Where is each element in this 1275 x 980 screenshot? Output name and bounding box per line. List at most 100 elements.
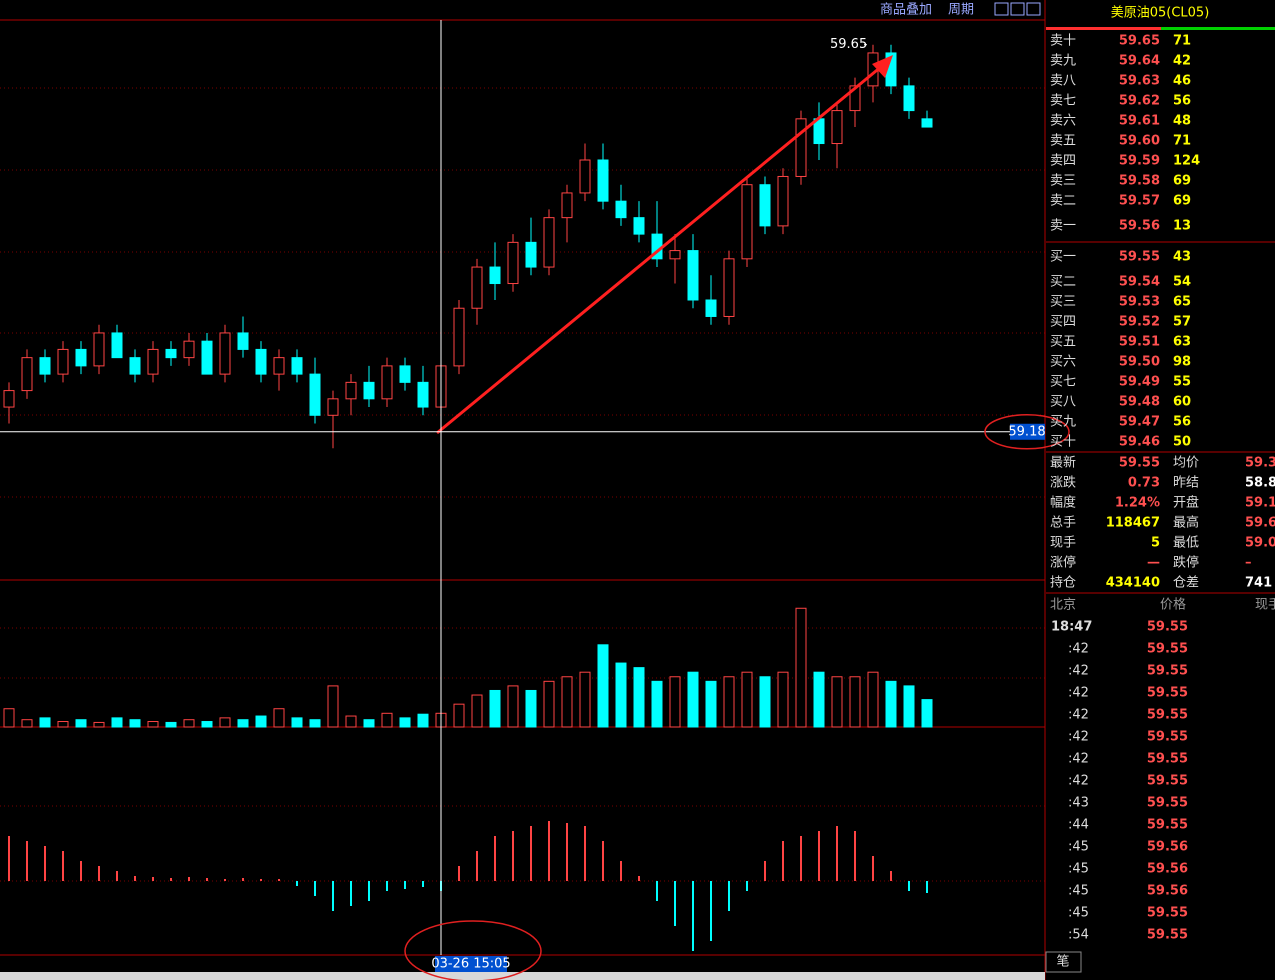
tick-time: :54 xyxy=(1068,928,1089,943)
tick-time: :45 xyxy=(1068,862,1089,877)
candle-body xyxy=(399,365,411,383)
volume-bar xyxy=(453,703,465,728)
book-price: 59.49 xyxy=(1119,375,1160,390)
candle-body xyxy=(219,332,231,375)
volume-bar xyxy=(885,680,897,728)
candle-body xyxy=(39,357,51,375)
volume-bar xyxy=(831,676,843,728)
candle-body xyxy=(705,299,717,317)
candle-body xyxy=(525,241,537,268)
tick-time: 18:47 xyxy=(1051,620,1092,635)
book-qty: 60 xyxy=(1173,395,1191,410)
candle-body xyxy=(147,348,159,375)
overlay-button[interactable]: 商品叠加 xyxy=(880,3,932,18)
stat-value: 0.73 xyxy=(1128,476,1160,491)
candle-body xyxy=(777,175,789,227)
candle-body xyxy=(165,348,177,359)
book-label: 卖二 xyxy=(1050,194,1076,209)
candle-body xyxy=(327,398,339,416)
stat-label: 开盘 xyxy=(1173,495,1199,511)
tab[interactable]: 笔 xyxy=(1056,954,1069,970)
book-price: 59.51 xyxy=(1119,335,1160,350)
candle-body xyxy=(903,85,915,112)
book-label: 买三 xyxy=(1050,295,1076,310)
book-price: 59.48 xyxy=(1119,395,1160,410)
candle-body xyxy=(3,390,15,408)
volume-bar xyxy=(471,694,483,728)
volume-bar xyxy=(219,717,231,728)
tab-box[interactable] xyxy=(1045,951,1082,973)
volume-bar xyxy=(507,685,519,728)
book-price: 59.62 xyxy=(1119,94,1160,109)
volume-bar xyxy=(615,662,627,728)
tick-price: 59.55 xyxy=(1147,686,1188,701)
candle-body xyxy=(309,373,321,416)
book-price: 59.53 xyxy=(1119,295,1160,310)
stat-label: 总手 xyxy=(1050,516,1076,531)
book-price: 59.64 xyxy=(1119,54,1160,69)
tick-price: 59.55 xyxy=(1147,620,1188,635)
stat-value: 59.1 xyxy=(1245,496,1275,511)
stat-value: 59.55 xyxy=(1119,456,1160,471)
volume-bar xyxy=(921,699,933,728)
crosshair-time-box xyxy=(435,956,507,972)
tick-price: 59.55 xyxy=(1147,730,1188,745)
book-qty: 56 xyxy=(1173,415,1191,430)
book-price: 59.54 xyxy=(1119,275,1160,290)
tick-price: 59.55 xyxy=(1147,928,1188,943)
tick-time: :45 xyxy=(1068,906,1089,921)
candle-body xyxy=(723,258,735,317)
book-price: 59.47 xyxy=(1119,415,1160,430)
book-price: 59.46 xyxy=(1119,435,1160,450)
candle-body xyxy=(255,348,267,375)
book-qty: 42 xyxy=(1173,54,1191,69)
volume-bar xyxy=(597,644,609,728)
stat-label: 最新 xyxy=(1050,455,1076,471)
candle-body xyxy=(183,340,195,359)
tick-time: :45 xyxy=(1068,840,1089,855)
highlight-ring xyxy=(404,920,542,980)
period-button[interactable]: 周期 xyxy=(948,3,974,18)
candle-body xyxy=(579,159,591,194)
book-label: 卖十 xyxy=(1050,34,1076,49)
tick-time: :42 xyxy=(1068,730,1089,745)
candle-body xyxy=(381,365,393,400)
scrollbar[interactable] xyxy=(0,972,1045,980)
candle-body xyxy=(111,332,123,359)
nav-right[interactable] xyxy=(1010,2,1025,16)
volume-bar xyxy=(633,667,645,728)
book-label: 卖六 xyxy=(1050,114,1076,129)
stat-label: 幅度 xyxy=(1050,495,1076,511)
volume-bar xyxy=(867,671,879,728)
candle-body xyxy=(759,184,771,227)
nav-left[interactable] xyxy=(994,2,1009,16)
volume-bar xyxy=(777,671,789,728)
volume-bar xyxy=(579,671,591,728)
stat-label: 仓差 xyxy=(1173,576,1199,591)
book-qty: 55 xyxy=(1173,375,1191,390)
volume-bar xyxy=(543,680,555,728)
book-qty: 69 xyxy=(1173,174,1191,189)
candle-body xyxy=(597,159,609,202)
book-qty: 13 xyxy=(1173,219,1191,234)
quote-title: 美原油05(CL05) xyxy=(1111,6,1210,21)
nav-zoom[interactable] xyxy=(1026,2,1041,16)
tick-price: 59.56 xyxy=(1147,840,1188,855)
tick-price: 59.55 xyxy=(1147,752,1188,767)
candle-body xyxy=(291,357,303,375)
book-qty: 46 xyxy=(1173,74,1191,89)
volume-bar xyxy=(237,719,249,728)
volume-bar xyxy=(525,689,537,728)
book-qty: 71 xyxy=(1173,34,1191,49)
stat-value: 59.3 xyxy=(1245,456,1275,471)
tick-time: :42 xyxy=(1068,686,1089,701)
stat-label: 均价 xyxy=(1173,456,1199,471)
book-price: 59.55 xyxy=(1119,250,1160,265)
volume-bar xyxy=(93,721,105,728)
book-price: 59.56 xyxy=(1119,219,1160,234)
volume-bar xyxy=(489,689,501,728)
trend-line xyxy=(436,64,883,435)
volume-bar xyxy=(183,719,195,728)
book-qty: 69 xyxy=(1173,194,1191,209)
